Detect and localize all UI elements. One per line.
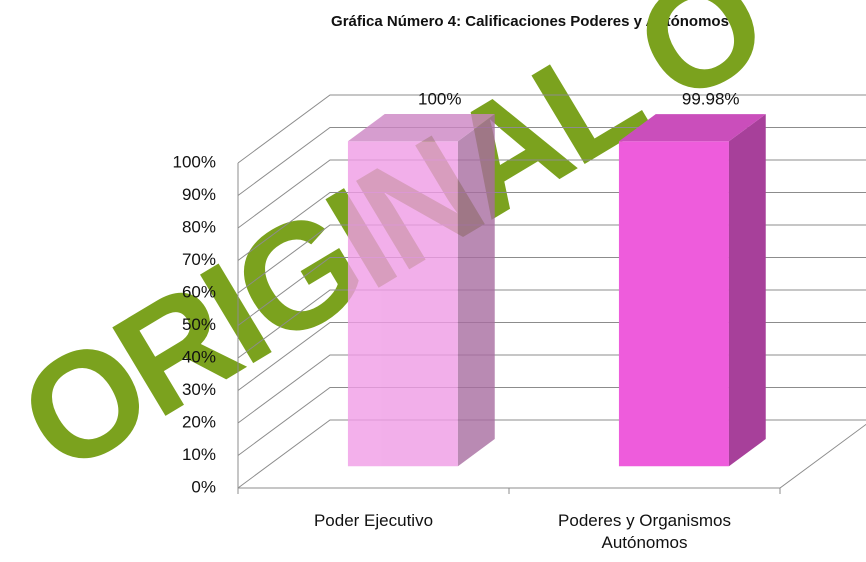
x-label-box: Poderes y Organismos Autónomos bbox=[558, 511, 731, 552]
floor-edge bbox=[238, 423, 866, 489]
chart-title: Gráfica Número 4: Calificaciones Poderes… bbox=[331, 13, 729, 30]
x-tick-label: Poderes y Organismos Autónomos bbox=[558, 511, 731, 552]
y-tick-label: 10% bbox=[182, 445, 216, 464]
y-tick-label: 0% bbox=[191, 477, 216, 496]
value-label: 100% bbox=[418, 90, 461, 109]
y-tick-label: 60% bbox=[182, 282, 216, 301]
y-tick-label: 30% bbox=[182, 380, 216, 399]
grid-line bbox=[237, 94, 866, 164]
bar-side bbox=[728, 114, 766, 467]
bar-top bbox=[618, 114, 766, 142]
bar bbox=[618, 114, 766, 467]
bar-top bbox=[347, 114, 495, 142]
y-tick-label: 40% bbox=[182, 347, 216, 366]
y-tick-label: 90% bbox=[182, 185, 216, 204]
grid-line bbox=[237, 354, 866, 424]
value-label: 99.98% bbox=[682, 90, 740, 109]
grid-line bbox=[237, 387, 866, 456]
y-tick-label: 20% bbox=[182, 412, 216, 431]
x-label-box: Poder Ejecutivo bbox=[313, 511, 434, 530]
bar-front bbox=[618, 141, 729, 467]
y-tick-label: 70% bbox=[182, 250, 216, 269]
y-tick-label: 80% bbox=[182, 217, 216, 236]
bar-side bbox=[457, 114, 495, 467]
bar-front bbox=[347, 141, 458, 467]
bar bbox=[347, 114, 495, 467]
x-tick-label: Poder Ejecutivo bbox=[313, 511, 434, 530]
y-tick-label: 50% bbox=[182, 315, 216, 334]
grid-line bbox=[237, 419, 866, 489]
y-tick-label: 100% bbox=[173, 152, 216, 171]
